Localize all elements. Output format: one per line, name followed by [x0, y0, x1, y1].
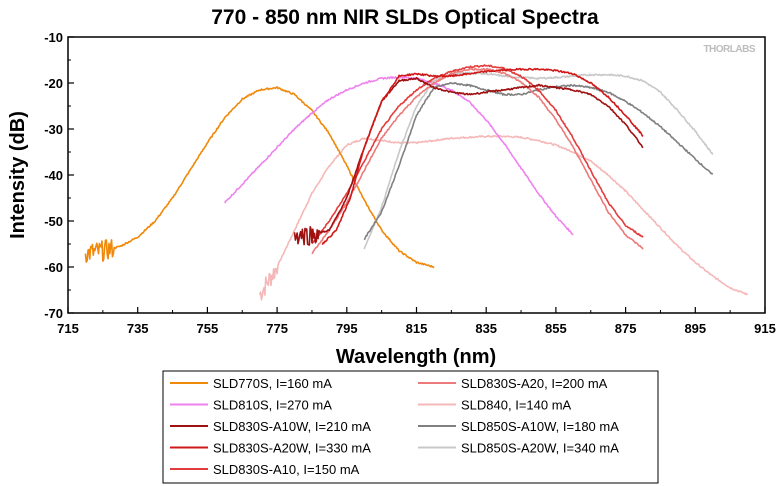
legend-label: SLD850S-A10W, I=180 mA [461, 419, 619, 434]
series-line-sld830s-a20 [311, 67, 644, 255]
legend-item: SLD850S-A10W, I=180 mA [418, 419, 619, 434]
x-axis-title: Wavelength (nm) [336, 346, 496, 368]
y-tick-label: -20 [44, 76, 63, 91]
legend: SLD770S, I=160 mA SLD810S, I=270 mA SLD830… [170, 376, 619, 477]
legend-label: SLD850S-A20W, I=340 mA [461, 441, 619, 456]
x-tick-label: 795 [336, 321, 358, 336]
y-tick-label: -10 [44, 30, 63, 45]
legend-item: SLD830S-A10W, I=210 mA [170, 419, 371, 434]
x-tick-label: 915 [754, 321, 776, 336]
x-tick-label: 715 [57, 321, 79, 336]
plot-area-frame [67, 36, 766, 314]
legend-label: SLD830S-A20W, I=330 mA [213, 441, 371, 456]
legend-item: SLD770S, I=160 mA [170, 376, 332, 391]
series-line-sld830s-a20w [321, 67, 644, 246]
legend-box [162, 370, 659, 484]
chart-title: 770 - 850 nm NIR SLDs Optical Spectra [211, 6, 599, 29]
y-tick-label: -30 [44, 122, 63, 137]
x-tick-label: 755 [197, 321, 219, 336]
legend-label: SLD830S-A10, I=150 mA [213, 462, 360, 477]
x-tick-label: 895 [684, 321, 706, 336]
series-line-sld840 [258, 134, 749, 301]
legend-label: SLD840, I=140 mA [461, 398, 572, 413]
x-tick-label: 855 [545, 321, 567, 336]
legend-item: SLD810S, I=270 mA [170, 398, 332, 413]
y-tick-label: -60 [44, 260, 63, 275]
legend-label: SLD830S-A20, I=200 mA [461, 376, 608, 391]
axis-ticks: 715 735 755 775 795 815 835 855 875 895 915 -10 -20 -… [44, 30, 776, 336]
legend-item: SLD830S-A20W, I=330 mA [170, 441, 371, 456]
thorlabs-watermark: THORLABS [703, 44, 755, 55]
series-line-sld830s-a10w [293, 76, 644, 246]
x-tick-label: 875 [615, 321, 637, 336]
x-tick-label: 835 [475, 321, 497, 336]
legend-item: SLD850S-A20W, I=340 mA [418, 441, 619, 456]
y-tick-label: -70 [44, 306, 63, 321]
legend-item: SLD830S-A10, I=150 mA [170, 462, 360, 477]
legend-label: SLD830S-A10W, I=210 mA [213, 419, 371, 434]
legend-item: SLD840, I=140 mA [418, 398, 572, 413]
legend-label: SLD810S, I=270 mA [213, 398, 332, 413]
series-line-sld850s-a20w [363, 71, 714, 250]
series-layer [84, 64, 749, 301]
legend-label: SLD770S, I=160 mA [213, 376, 332, 391]
x-tick-label: 735 [127, 321, 149, 336]
y-axis-title: Intensity (dB) [7, 111, 29, 239]
y-tick-label: -40 [44, 168, 63, 183]
x-tick-label: 815 [406, 321, 428, 336]
y-tick-label: -50 [44, 214, 63, 229]
x-tick-label: 775 [266, 321, 288, 336]
series-line-sld830s-a10 [311, 64, 644, 245]
legend-item: SLD830S-A20, I=200 mA [418, 376, 608, 391]
